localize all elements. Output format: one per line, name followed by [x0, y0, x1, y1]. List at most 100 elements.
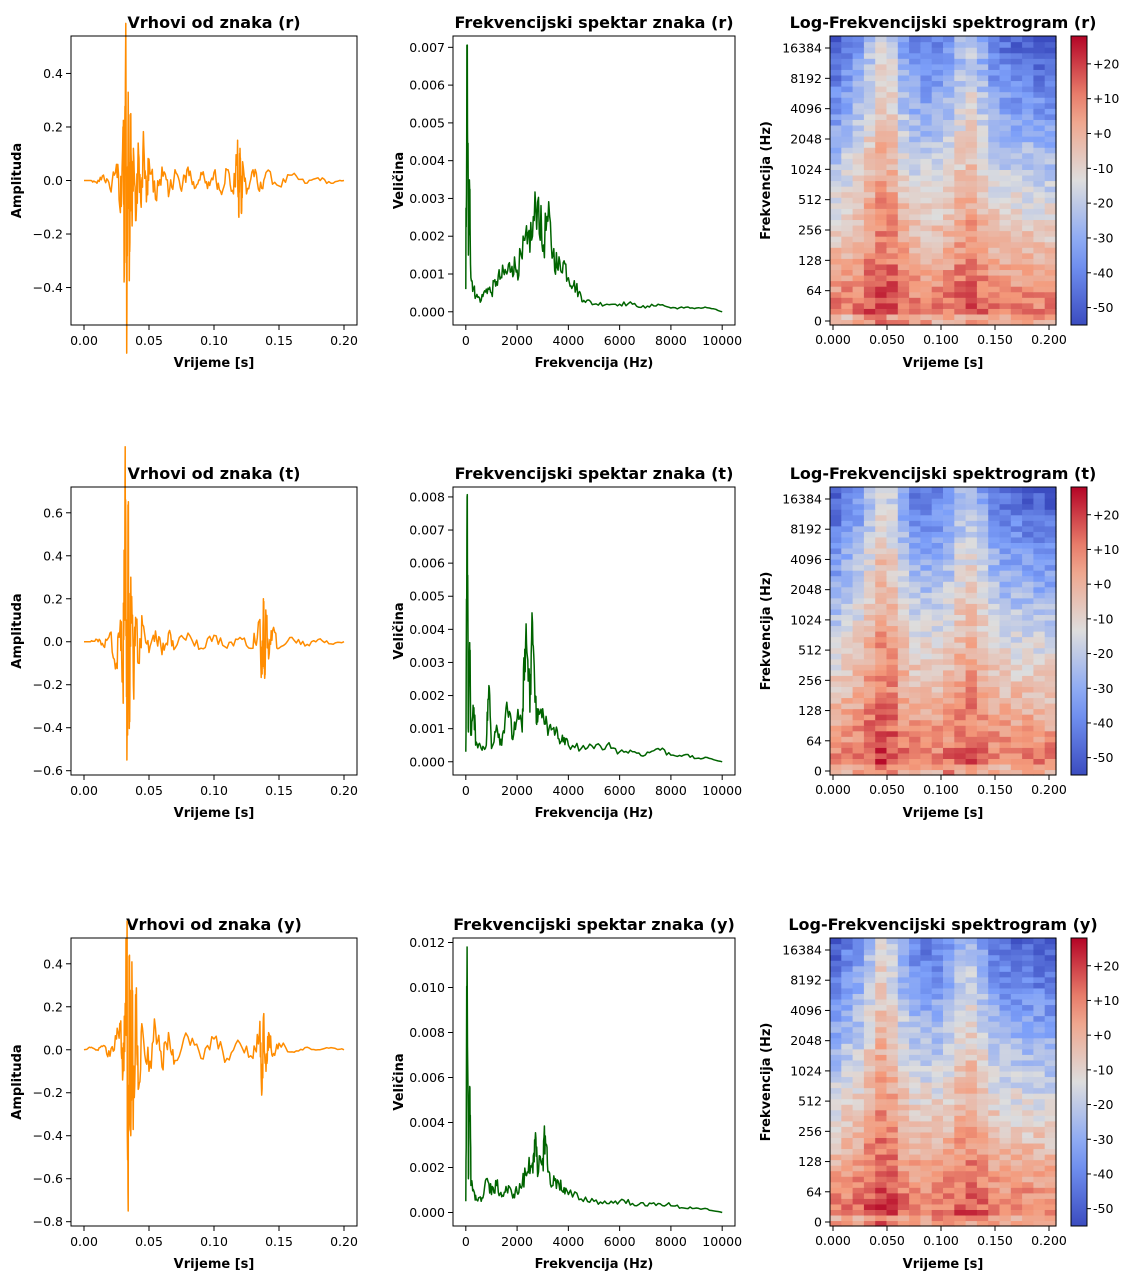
heatmap-cell	[976, 1165, 989, 1172]
heatmap-cell	[909, 186, 921, 193]
heatmap-cell	[852, 1214, 865, 1222]
heatmap-cell	[920, 1209, 933, 1216]
heatmap-cell	[1022, 954, 1034, 961]
heatmap-cell	[999, 971, 1012, 978]
heatmap-cell	[1033, 614, 1046, 621]
heatmap-cell	[965, 965, 978, 972]
heatmap-cell	[841, 642, 854, 649]
heatmap-cell	[886, 152, 899, 159]
heatmap-cell	[999, 47, 1012, 54]
heatmap-cell	[954, 58, 967, 65]
heatmap-cell	[1010, 619, 1023, 627]
heatmap-cell	[999, 186, 1012, 193]
heatmap-cell	[943, 987, 955, 994]
heatmap-cell	[1044, 1159, 1057, 1166]
heatmap-cell	[943, 976, 955, 983]
heatmap-cell	[1022, 1142, 1034, 1150]
y-tick-label: 0.008	[409, 1025, 445, 1040]
heatmap-cell	[863, 1126, 876, 1133]
heatmap-cell	[976, 1093, 989, 1100]
heatmap-cell	[920, 1109, 933, 1116]
heatmap-cell	[1010, 938, 1023, 945]
heatmap-cell	[976, 658, 989, 665]
x-axis-label: Frekvencija (Hz)	[535, 356, 654, 371]
heatmap-cell	[1022, 1032, 1034, 1039]
heatmap-cell	[909, 241, 921, 248]
heatmap-cell	[897, 74, 910, 82]
heatmap-cell	[1022, 208, 1034, 215]
heatmap-cell	[830, 1176, 842, 1183]
heatmap-cell	[830, 252, 842, 259]
heatmap-cell	[954, 1076, 967, 1083]
heatmap-cell	[943, 1176, 955, 1183]
heatmap-cell	[863, 1176, 876, 1183]
heatmap-cell	[830, 102, 842, 109]
heatmap-cell	[1044, 597, 1057, 604]
heatmap-cell	[886, 286, 899, 293]
heatmap-cell	[954, 982, 967, 989]
heatmap-cell	[920, 252, 933, 259]
heatmap-cell	[931, 680, 944, 687]
heatmap-cell	[852, 1120, 865, 1127]
heatmap-cell	[1033, 191, 1046, 198]
heatmap-cell	[943, 514, 955, 521]
heatmap-cell	[976, 158, 989, 165]
heatmap-cell	[841, 536, 854, 543]
heatmap-cell	[976, 664, 989, 671]
x-tick-label: 0.000	[815, 1233, 851, 1248]
heatmap-cell	[897, 1032, 910, 1039]
subplot-2-0: Vrhovi od znaka (y)Vrijeme [s]Amplituda0…	[10, 915, 358, 1271]
heatmap-cell	[1022, 308, 1034, 315]
heatmap-cell	[931, 1082, 944, 1089]
heatmap-cell	[954, 730, 967, 737]
heatmap-cell	[1044, 592, 1057, 599]
heatmap-cell	[976, 1026, 989, 1033]
heatmap-cell	[1033, 758, 1046, 765]
heatmap-cell	[931, 1187, 944, 1194]
heatmap-cell	[852, 1154, 865, 1161]
heatmap-cell	[965, 58, 978, 65]
heatmap-cell	[988, 1087, 1001, 1094]
heatmap-cell	[976, 147, 989, 154]
heatmap-cell	[988, 1214, 1001, 1222]
heatmap-cell	[897, 119, 910, 126]
heatmap-cell	[1022, 136, 1034, 143]
heatmap-cell	[875, 91, 888, 98]
heatmap-cell	[897, 564, 910, 571]
heatmap-cell	[1010, 498, 1023, 505]
heatmap-cell	[852, 954, 865, 961]
heatmap-cell	[841, 163, 854, 170]
heatmap-cell	[909, 1032, 921, 1039]
heatmap-cell	[999, 1054, 1012, 1061]
x-tick-label: 0.050	[869, 782, 905, 797]
heatmap-cell	[886, 982, 899, 989]
heatmap-cell	[886, 86, 899, 93]
heatmap-cell	[841, 769, 854, 776]
heatmap-cell	[1022, 758, 1034, 765]
heatmap-cell	[841, 608, 854, 615]
heatmap-cell	[841, 531, 854, 538]
heatmap-cell	[976, 763, 989, 771]
heatmap-cell	[1022, 669, 1034, 676]
heatmap-cell	[1022, 1214, 1034, 1222]
x-tick-label: 0.100	[923, 782, 959, 797]
heatmap-cell	[1033, 1120, 1046, 1127]
heatmap-cell	[875, 269, 888, 276]
heatmap-cell	[830, 1065, 842, 1072]
heatmap-cell	[886, 1048, 899, 1055]
heatmap-cell	[988, 258, 1001, 265]
heatmap-cell	[909, 1115, 921, 1122]
heatmap-cell	[897, 186, 910, 193]
heatmap-cell	[943, 647, 955, 654]
heatmap-cell	[999, 74, 1012, 82]
heatmap-cell	[841, 697, 854, 704]
heatmap-cell	[920, 1059, 933, 1066]
heatmap-cell	[897, 1010, 910, 1017]
y-tick-label: 0	[814, 314, 822, 329]
heatmap-cell	[863, 647, 876, 654]
heatmap-cell	[965, 752, 978, 759]
heatmap-cell	[1044, 487, 1057, 494]
heatmap-cell	[1033, 1026, 1046, 1033]
heatmap-cell	[886, 680, 899, 687]
heatmap-cell	[1044, 236, 1057, 243]
